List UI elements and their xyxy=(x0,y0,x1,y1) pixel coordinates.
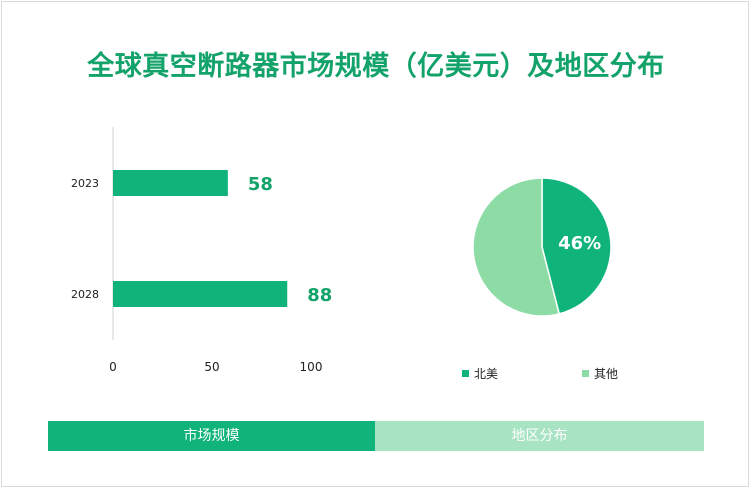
x-tick-label: 50 xyxy=(204,360,219,374)
x-tick-label: 0 xyxy=(109,360,117,374)
bar-2028 xyxy=(113,281,288,307)
legend-label: 其他 xyxy=(594,367,618,381)
pie-slice-北美 xyxy=(541,177,612,315)
data-label: 88 xyxy=(307,285,332,306)
bar-2023 xyxy=(113,170,228,196)
data-label: 58 xyxy=(248,174,273,195)
legend-marker xyxy=(582,370,589,377)
category-label: 2028 xyxy=(71,288,99,301)
legend-label: 北美 xyxy=(474,367,498,381)
x-tick-label: 100 xyxy=(300,360,323,374)
tab-region-distribution[interactable]: 地区分布 xyxy=(375,421,704,451)
category-label: 2023 xyxy=(71,177,99,190)
legend-marker xyxy=(462,370,469,377)
pie-data-label: 46% xyxy=(558,233,601,254)
pie-slice-其他 xyxy=(472,177,561,317)
tab-market-size[interactable]: 市场规模 xyxy=(48,421,375,451)
chart-title: 全球真空断路器市场规模（亿美元）及地区分布 xyxy=(87,51,665,82)
